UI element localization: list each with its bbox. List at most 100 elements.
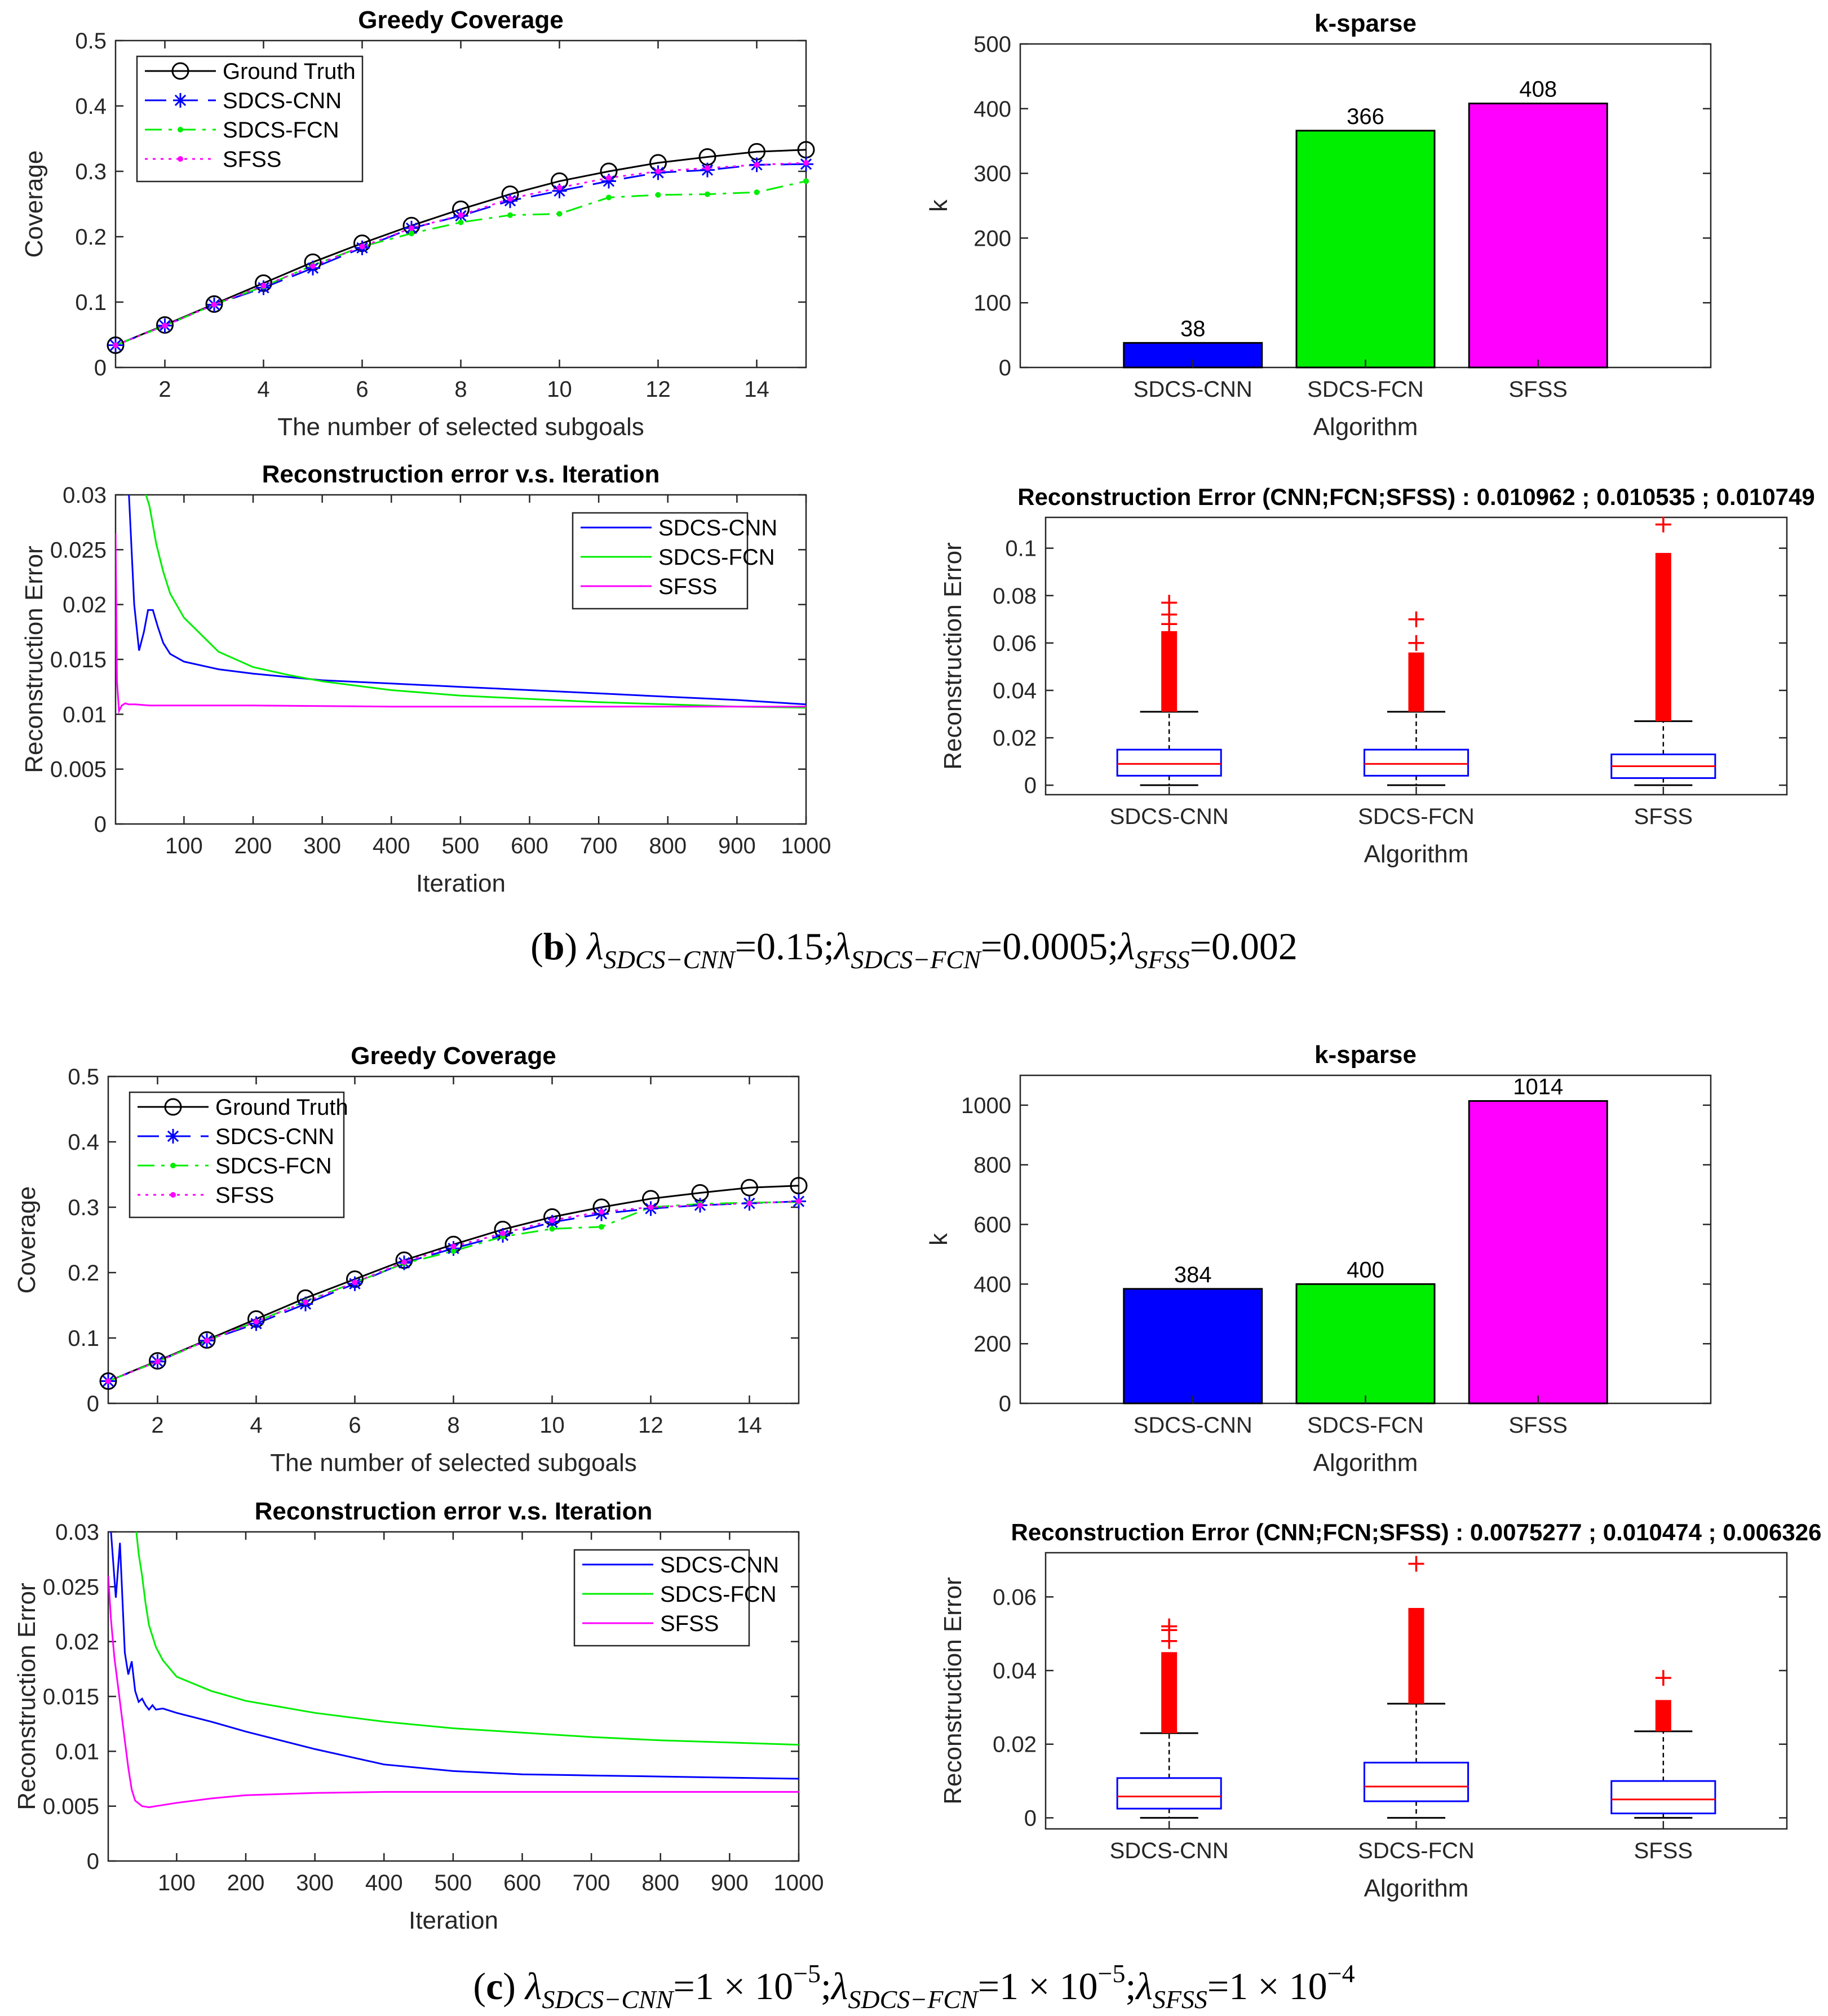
b-box-box-sdcs-cnn (1116, 595, 1222, 786)
b-recon-title: Reconstruction error v.s. Iteration (262, 460, 660, 488)
b-recon-legend-box (572, 512, 749, 610)
c-coverage-xtick-label: 4 (250, 1413, 262, 1438)
b-box-ytick-label: 0.1 (1005, 537, 1037, 561)
b-coverage-point-sdcs-fcn (507, 212, 513, 218)
b-coverage-point-sfss (310, 263, 316, 269)
b-coverage-point-sdcs-fcn (754, 189, 760, 196)
c-ksparse-ytick-label: 200 (973, 1332, 1011, 1357)
b-ksparse-ytick-label: 300 (973, 162, 1011, 187)
b-coverage-point-sfss (803, 159, 809, 166)
b-box-xtick-label: SDCS-CNN (1110, 804, 1229, 829)
c-recon-xtick-label: 800 (641, 1871, 679, 1895)
c-recon-series-sdcs-cnn (110, 1532, 799, 1780)
c-box-xlabel: Algorithm (1364, 1875, 1469, 1902)
b-coverage-xtick-label: 8 (454, 377, 467, 402)
c-ksparse-xtick-label: SFSS (1509, 1413, 1568, 1438)
b-box-box-sfss (1610, 516, 1716, 786)
c-box-xtick-label: SDCS-FCN (1358, 1838, 1475, 1863)
b-box-ytick-label: 0.02 (993, 726, 1037, 751)
c-coverage-title: Greedy Coverage (351, 1042, 556, 1070)
b-coverage-point-sdcs-cnn (552, 183, 567, 198)
c-recon-xtick-label: 1000 (774, 1871, 824, 1895)
b-coverage-point-sdcs-fcn (705, 191, 710, 197)
b-ksparse-bar-value-label: 408 (1519, 77, 1557, 102)
b-coverage-legend-label: SDCS-CNN (223, 88, 342, 113)
b-ksparse-ytick-label: 100 (973, 291, 1011, 316)
b-box-outlier-band (1408, 652, 1424, 712)
b-coverage-xtick-label: 6 (356, 377, 368, 402)
b-coverage-point-sfss (359, 243, 365, 250)
c-recon-legend: SDCS-CNN SDCS-FCN SFSS (573, 1549, 779, 1647)
c-recon-xtick-label: 900 (711, 1871, 749, 1895)
c-coverage-xtick-label: 2 (151, 1413, 163, 1438)
b-box-title: Reconstruction Error (CNN;FCN;SFSS) : 0.… (1017, 484, 1815, 510)
c-ksparse-ytick-label: 0 (999, 1392, 1011, 1416)
c-box-box-sdcs-cnn (1116, 1618, 1222, 1819)
b-recon-xtick-label: 800 (649, 834, 687, 858)
c-ksparse-xtick-label: SDCS-FCN (1307, 1413, 1424, 1438)
c-coverage-point-sfss (746, 1200, 753, 1207)
c-recon-ytick-label: 0.02 (55, 1630, 99, 1655)
b-coverage-point-sfss (409, 225, 414, 231)
c-box-outlier-band (1408, 1608, 1424, 1704)
c-coverage-legend: Ground Truth SDCS-CNN SDCS-FCN SFSS (129, 1091, 348, 1219)
b-box-ylabel: Reconstruction Error (939, 542, 967, 769)
b-recon-xtick-label: 100 (165, 834, 203, 858)
c-coverage-ytick-label: 0.3 (68, 1195, 99, 1220)
b-box-xtick-label: SDCS-FCN (1358, 804, 1475, 829)
b-box-outlier (1655, 516, 1671, 533)
c-recon-plot-area (108, 1532, 799, 1809)
b-coverage-point-sdcs-fcn (606, 194, 612, 201)
c-box-ytick-label: 0.02 (993, 1733, 1037, 1757)
c-coverage-ytick-label: 0 (87, 1392, 99, 1416)
b-recon-series-sdcs-fcn (145, 495, 806, 709)
c-recon-title: Reconstruction error v.s. Iteration (255, 1497, 653, 1525)
c-ksparse-bar-sdcs-cnn (1123, 1288, 1263, 1404)
b-ksparse-xtick-label: SFSS (1509, 377, 1568, 402)
c-ksparse-ytick-label: 600 (973, 1213, 1011, 1238)
c-coverage-ytick-label: 0.1 (68, 1326, 99, 1351)
b-recon-ytick-label: 0 (94, 812, 107, 837)
c-box-box-sfss (1610, 1670, 1716, 1819)
c-ksparse-bar-value-label: 400 (1347, 1257, 1384, 1282)
c-box-ytick-label: 0 (1024, 1806, 1037, 1831)
b-recon-legend-label: SFSS (658, 574, 717, 599)
c-recon-legend-box (573, 1549, 750, 1647)
c-coverage-legend-marker (170, 1192, 176, 1198)
b-ksparse-bar-value-label: 366 (1347, 104, 1384, 129)
c-coverage-xtick-label: 8 (447, 1413, 459, 1438)
b-recon-ylabel: Reconstruction Error (20, 546, 48, 773)
c-coverage-xtick-label: 14 (737, 1413, 762, 1438)
c-ksparse-bar-sfss (1468, 1100, 1608, 1404)
b-coverage-ytick-label: 0.3 (75, 159, 107, 184)
c-box-iqr-box (1363, 1761, 1470, 1802)
b-coverage-legend-label: Ground Truth (223, 59, 356, 84)
b-recon-ytick-label: 0.02 (63, 593, 107, 618)
c-box-ytick-label: 0.04 (993, 1659, 1037, 1683)
c-recon-xtick-label: 600 (503, 1871, 541, 1895)
b-coverage-legend-label: SDCS-FCN (223, 118, 339, 143)
c-coverage-ylabel: Coverage (13, 1186, 41, 1294)
c-recon-legend-label: SDCS-CNN (660, 1553, 779, 1578)
b-coverage-ytick-label: 0.5 (75, 29, 107, 54)
c-box-outlier-band (1161, 1652, 1178, 1734)
b-box-outlier (1408, 611, 1424, 627)
c-recon-ytick-label: 0.03 (55, 1520, 99, 1545)
b-coverage-legend-marker (171, 62, 189, 80)
c-coverage-ytick-label: 0.2 (68, 1261, 99, 1286)
c-recon-ytick-label: 0.015 (43, 1685, 99, 1709)
b-coverage-point-sfss (211, 302, 217, 308)
c-recon-xlabel: Iteration (409, 1907, 498, 1934)
b-coverage-ylabel: Coverage (20, 150, 48, 258)
c-recon-legend-label: SFSS (660, 1611, 719, 1636)
b-recon-xtick-label: 700 (580, 834, 618, 858)
b-box-ytick-label: 0 (1024, 773, 1037, 798)
c-box-iqr-box (1116, 1777, 1222, 1810)
b-box-ytick-label: 0.08 (993, 584, 1037, 609)
b-coverage-point-ground-truth (107, 336, 125, 355)
b-coverage-legend-marker (173, 93, 188, 108)
c-ksparse-bar-value-label: 1014 (1513, 1075, 1563, 1100)
c-coverage-point-sfss (796, 1198, 802, 1204)
c-ksparse-title: k-sparse (1314, 1041, 1417, 1069)
b-coverage-legend: Ground Truth SDCS-CNN SDCS-FCN SFSS (136, 55, 364, 183)
